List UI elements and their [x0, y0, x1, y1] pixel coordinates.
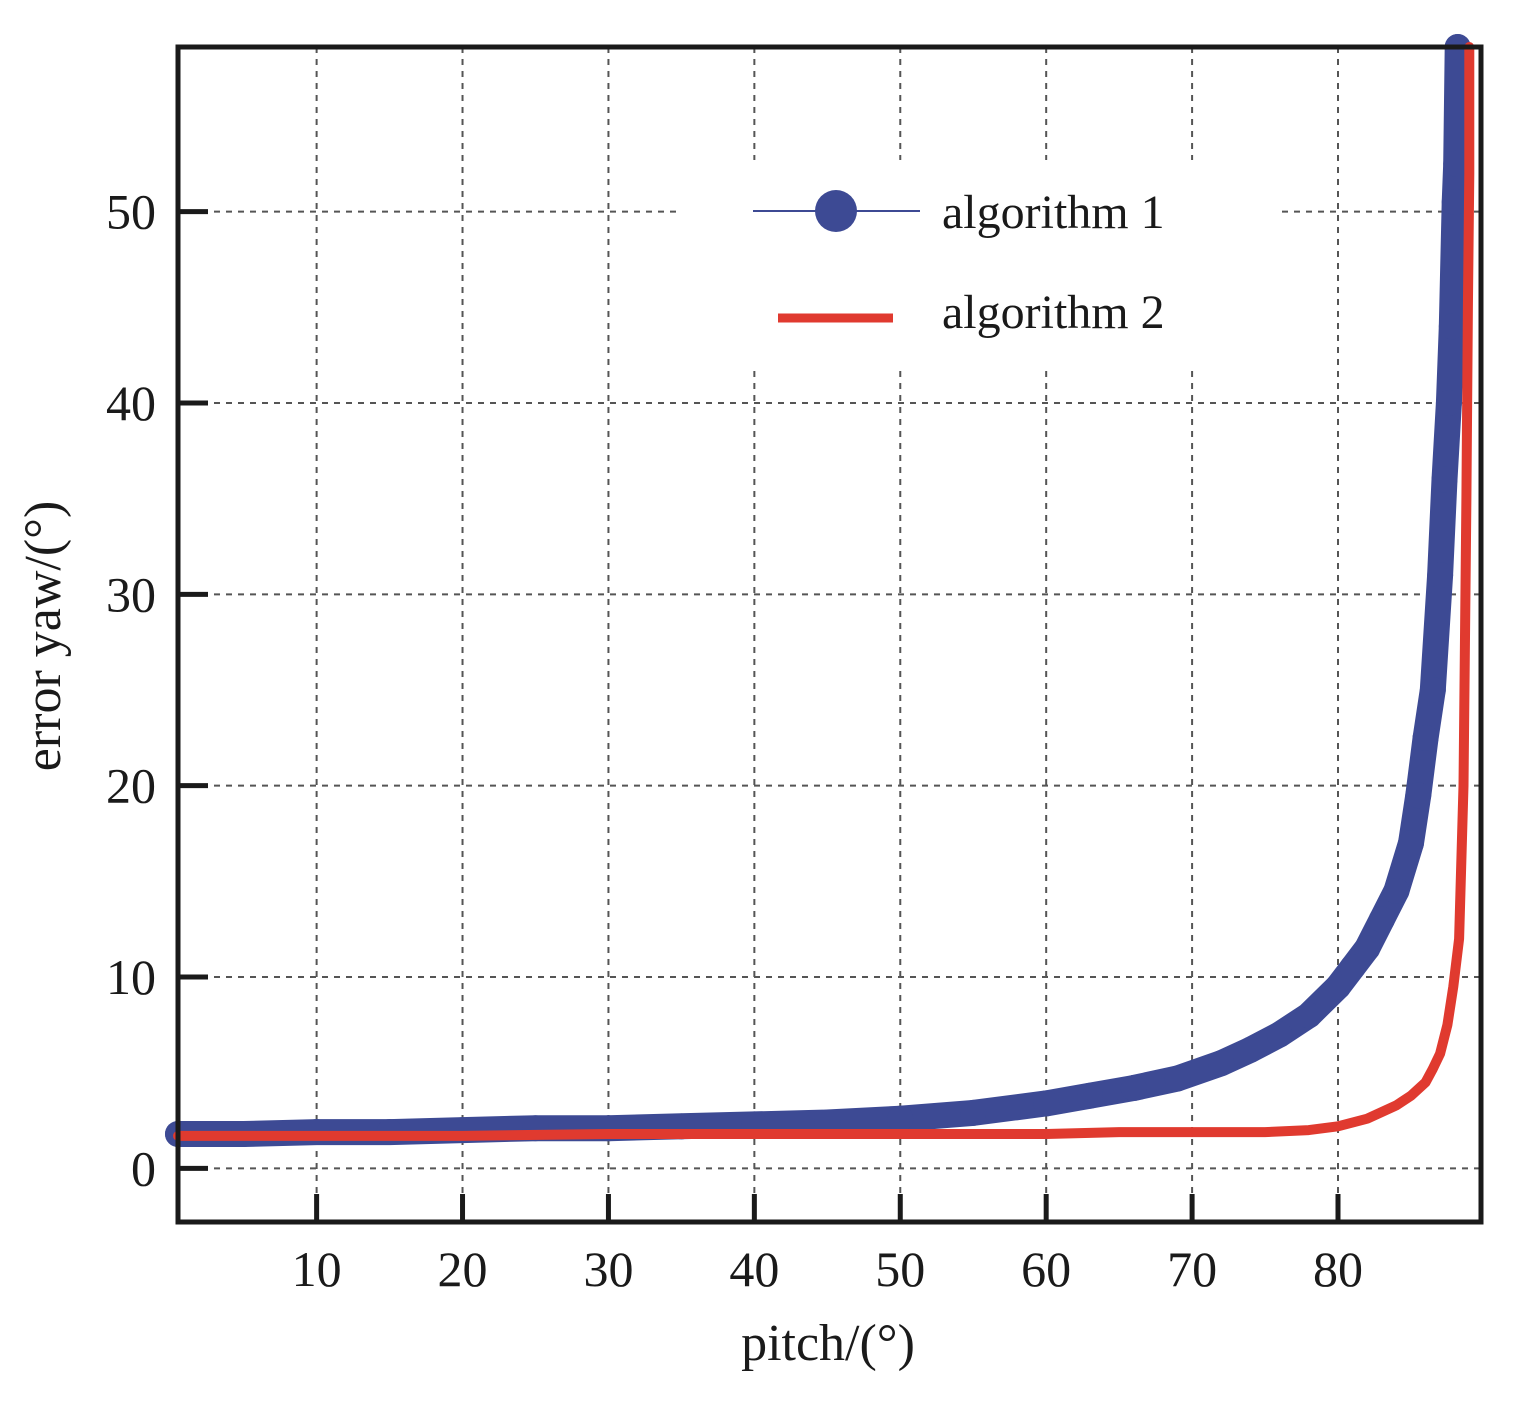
data-point: [1295, 1002, 1322, 1029]
x-tick-label: 70: [1167, 1241, 1217, 1297]
data-point: [1339, 954, 1366, 981]
data-point: [1120, 1075, 1147, 1102]
data-point: [1443, 150, 1470, 177]
legend-background: [676, 160, 1276, 370]
data-point: [1076, 1082, 1103, 1109]
data-point: [1435, 389, 1462, 416]
data-point: [1354, 935, 1381, 962]
x-tick-label: 20: [438, 1241, 488, 1297]
data-point: [1266, 1021, 1293, 1048]
y-tick-label: 50: [106, 184, 156, 240]
x-tick-label: 50: [875, 1241, 925, 1297]
legend: algorithm 1 algorithm 2: [676, 160, 1276, 370]
x-tick-label: 40: [729, 1241, 779, 1297]
data-point: [1383, 877, 1410, 904]
y-tick-label: 20: [106, 758, 156, 814]
x-axis-label: pitch/(°): [741, 1315, 915, 1372]
y-axis-label: error yaw/(°): [15, 501, 72, 772]
x-tick-label: 10: [292, 1241, 342, 1297]
data-point: [1368, 906, 1395, 933]
x-tick-label: 60: [1021, 1241, 1071, 1297]
data-point: [1208, 1050, 1235, 1077]
y-tick-label: 0: [131, 1140, 156, 1196]
data-point: [1419, 676, 1446, 703]
x-tick-label: 80: [1313, 1241, 1363, 1297]
data-point: [1325, 973, 1352, 1000]
data-point: [1033, 1090, 1060, 1117]
legend-label-algorithm-1: algorithm 1: [942, 186, 1165, 239]
plot-frame: [175, 44, 1484, 1225]
series-line-2: [173, 42, 1475, 1141]
x-tick-label: 30: [583, 1241, 633, 1297]
axis-ticks: 10 20 30 40 50 60 70 80 0 10 20 30 40 50: [106, 184, 1363, 1297]
y-tick-label: 30: [106, 566, 156, 622]
data-point: [1427, 562, 1454, 589]
data-point: [1431, 466, 1458, 493]
plot-series: [165, 34, 1475, 1147]
data-point: [1397, 830, 1424, 857]
plot-border: [175, 44, 1484, 1225]
data-point: [1405, 782, 1432, 809]
legend-marker-algorithm-1: [815, 190, 857, 232]
legend-label-algorithm-2: algorithm 2: [942, 286, 1165, 339]
data-point: [1412, 724, 1439, 751]
y-tick-label: 40: [106, 375, 156, 431]
data-point: [1438, 313, 1465, 340]
data-point: [1164, 1065, 1191, 1092]
y-tick-label: 10: [106, 949, 156, 1005]
data-point: [1237, 1036, 1264, 1063]
data-point: [887, 1105, 914, 1132]
data-point: [1441, 189, 1468, 216]
data-point: [960, 1099, 987, 1126]
data-point: [814, 1109, 841, 1136]
